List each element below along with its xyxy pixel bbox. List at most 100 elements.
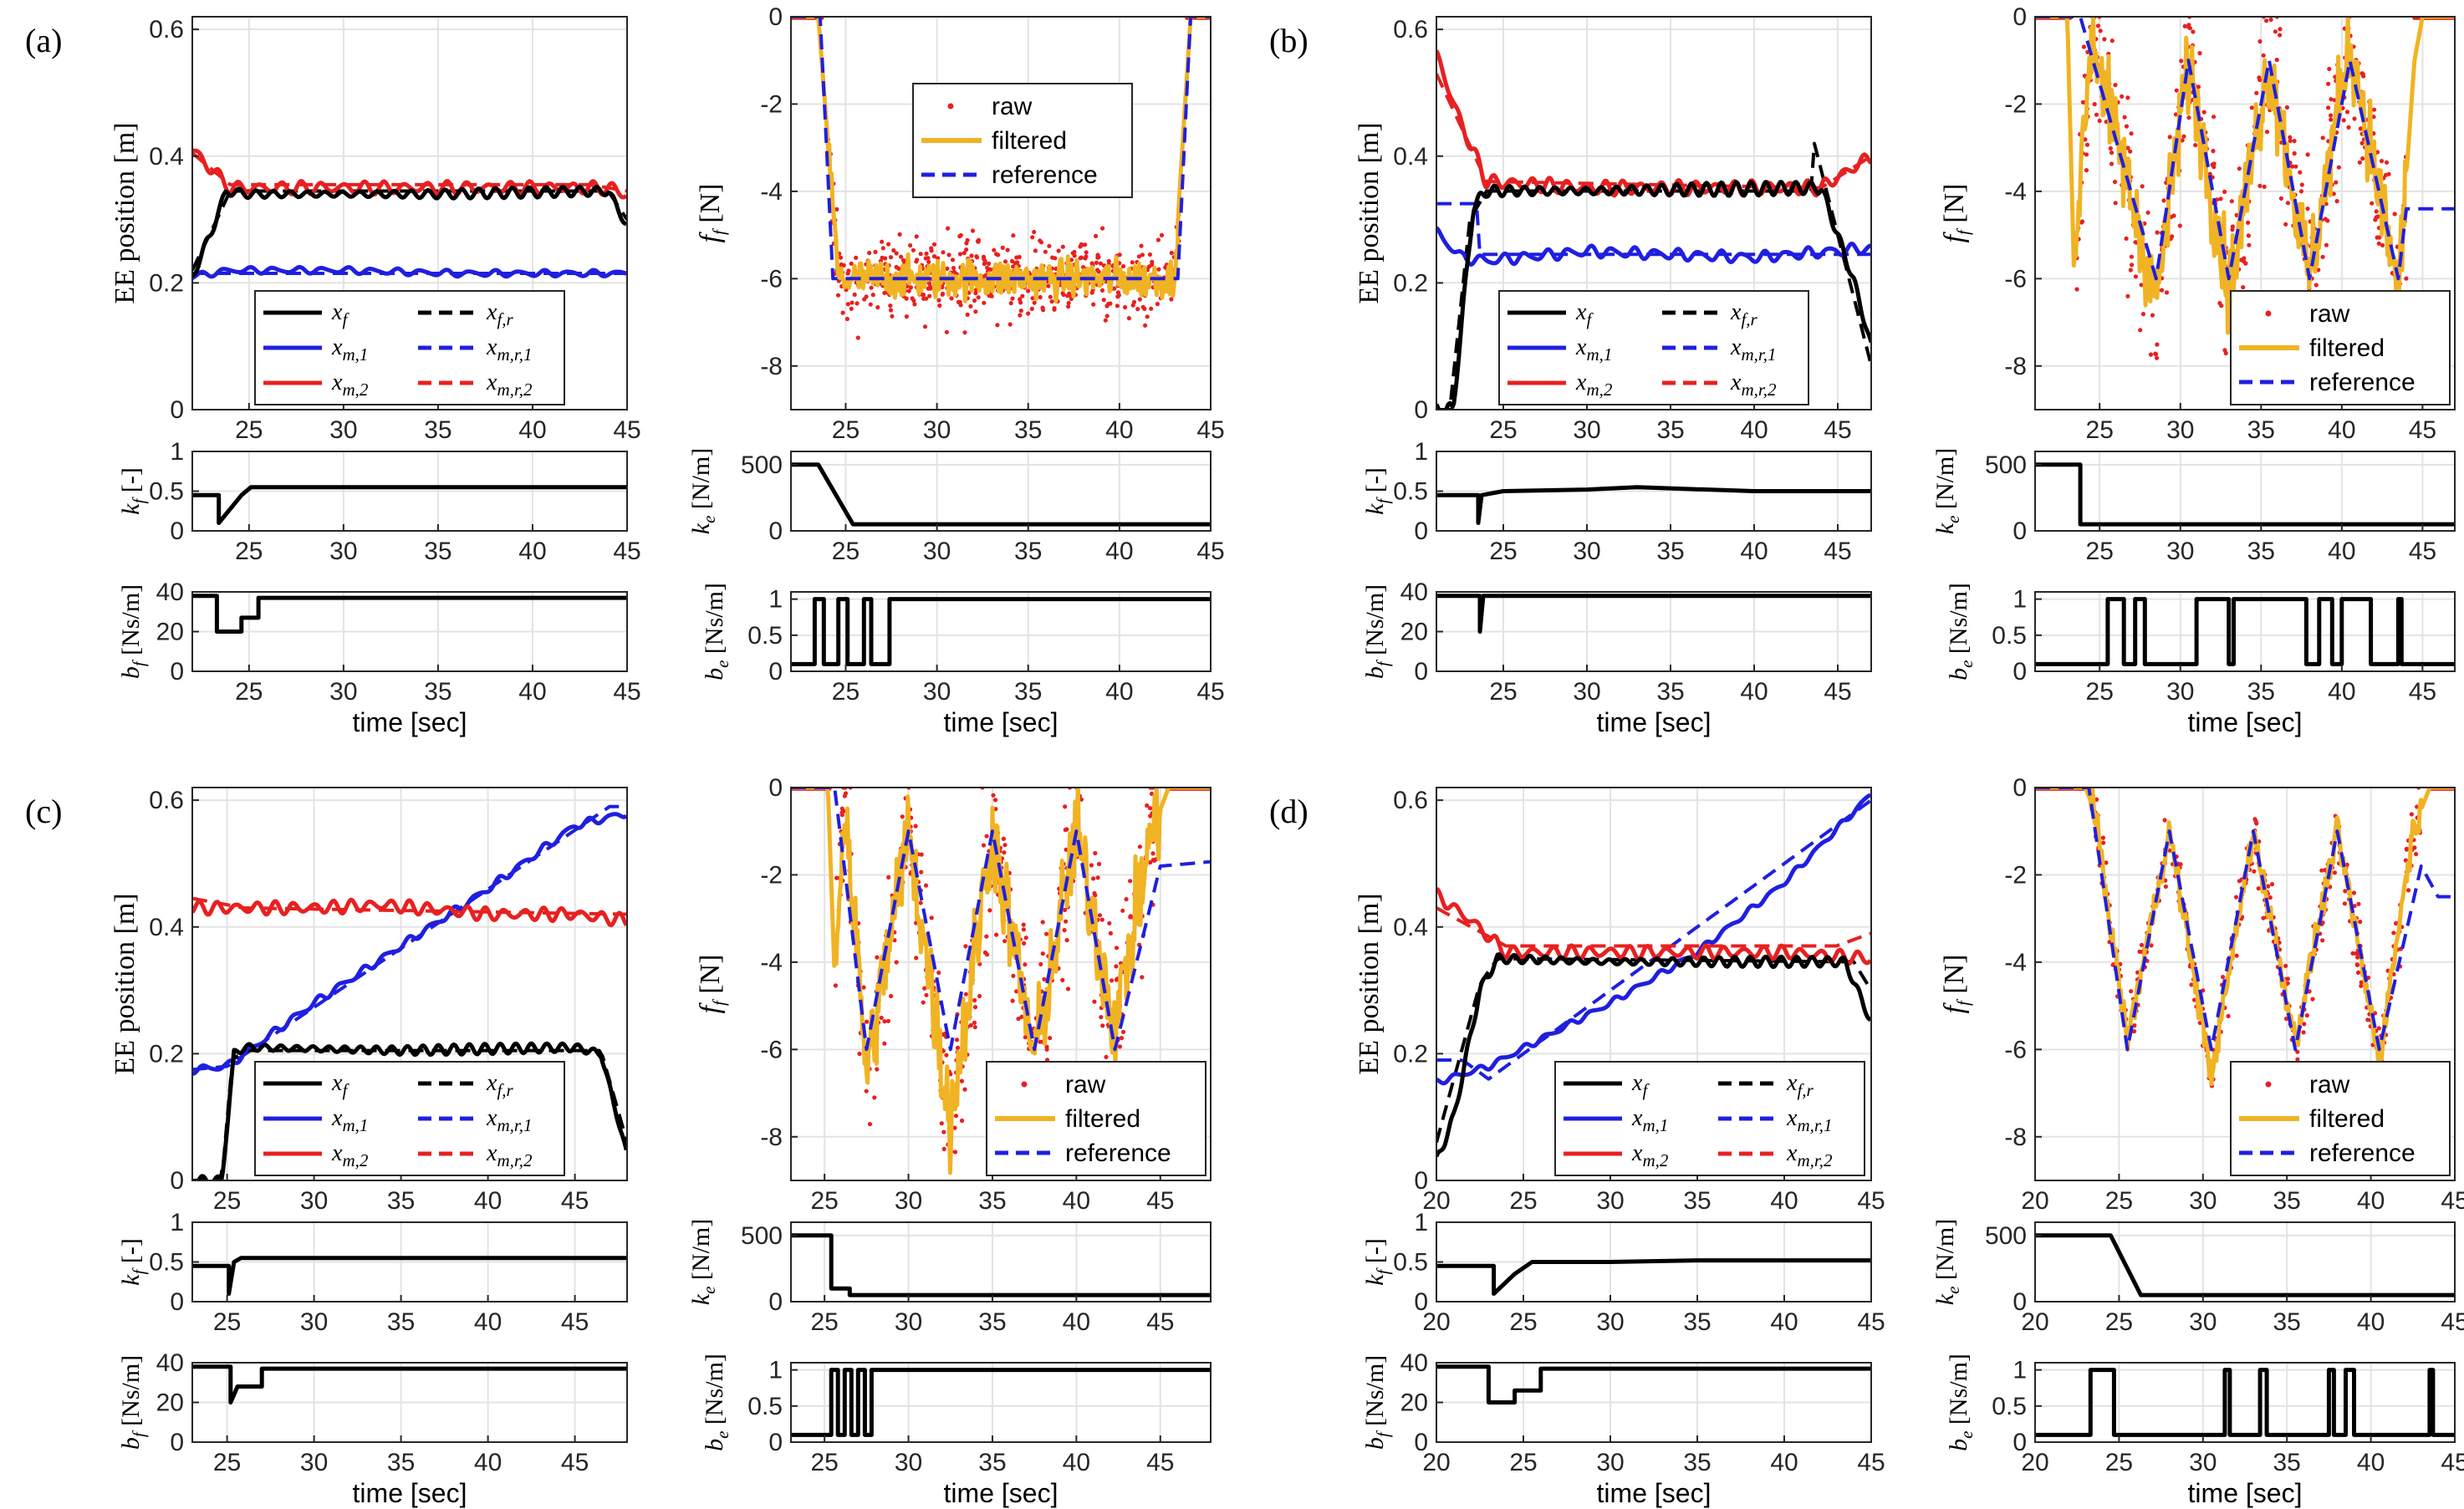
legend-label: xm,2 — [331, 370, 369, 400]
raw-point — [1011, 233, 1016, 238]
raw-point — [2122, 115, 2127, 120]
raw-point — [1002, 850, 1007, 855]
y-tick-label: 0 — [2013, 1429, 2027, 1456]
raw-point — [886, 242, 891, 247]
raw-point — [1139, 243, 1144, 248]
raw-point — [2285, 201, 2290, 206]
raw-point — [2167, 135, 2172, 140]
raw-point — [963, 944, 968, 949]
raw-point — [972, 997, 977, 1003]
raw-point — [949, 296, 954, 301]
raw-point — [2109, 161, 2115, 166]
raw-point — [1002, 259, 1008, 264]
x-tick-label: 25 — [235, 416, 263, 444]
raw-point — [2246, 233, 2251, 238]
x-tick-label: 45 — [561, 1187, 589, 1215]
series-group — [192, 594, 627, 634]
raw-point — [885, 1018, 891, 1023]
raw-point — [1096, 861, 1102, 867]
raw-point — [2161, 198, 2166, 203]
raw-point — [1149, 306, 1154, 311]
raw-point — [2269, 882, 2275, 887]
series-group — [192, 485, 627, 525]
raw-point — [2109, 38, 2115, 43]
legend-label-filtered: filtered — [2309, 1105, 2385, 1133]
y-tick-label: 0 — [170, 1429, 184, 1456]
x-tick-label: 40 — [518, 416, 546, 444]
x-tick-label: 45 — [613, 538, 640, 565]
raw-point — [985, 265, 990, 270]
raw-point — [2246, 220, 2251, 225]
raw-point — [959, 1078, 964, 1083]
raw-point — [992, 798, 998, 803]
raw-point — [1011, 264, 1016, 269]
x-tick-label: 30 — [2189, 1449, 2217, 1476]
raw-point — [2329, 117, 2334, 122]
raw-point — [2302, 1022, 2307, 1027]
x-tick-label: 40 — [518, 538, 546, 565]
series-xf — [1436, 180, 1871, 410]
raw-point — [880, 255, 885, 260]
x-tick-label: 40 — [474, 1187, 502, 1215]
x-tick-label: 45 — [1146, 1308, 1174, 1336]
x-axis-label: time [sec] — [944, 1478, 1059, 1508]
raw-point — [2344, 110, 2350, 115]
axes-frame — [2034, 451, 2456, 532]
raw-point — [2079, 219, 2085, 224]
raw-point — [981, 843, 987, 848]
raw-point — [1136, 254, 1141, 259]
raw-point — [2256, 886, 2261, 891]
y-tick-label: -8 — [760, 1124, 783, 1151]
raw-point — [1060, 244, 1065, 249]
y-tick-label: 0 — [1414, 517, 1428, 545]
raw-point — [2373, 217, 2378, 222]
raw-point — [962, 1087, 967, 1092]
raw-point — [870, 293, 875, 298]
axes-frame — [790, 451, 1212, 532]
y-tick-label: 0.5 — [149, 478, 184, 506]
raw-point — [1047, 243, 1052, 248]
raw-point — [2226, 1013, 2231, 1018]
x-tick-label: 40 — [2357, 1187, 2385, 1215]
raw-point — [958, 232, 963, 238]
raw-point — [2133, 274, 2138, 279]
raw-point — [981, 254, 987, 259]
raw-point — [1049, 299, 1054, 304]
raw-point — [2327, 66, 2332, 72]
raw-point — [991, 793, 996, 798]
raw-point — [1048, 1036, 1053, 1041]
raw-point — [914, 956, 919, 961]
raw-point — [988, 267, 993, 272]
raw-point — [1094, 260, 1099, 265]
legend-label: xm,r,1 — [486, 1105, 532, 1135]
raw-point — [861, 985, 866, 990]
plot-area — [791, 1363, 1211, 1442]
y-tick-label: 1 — [1414, 438, 1428, 466]
raw-point — [872, 1095, 877, 1100]
raw-point — [954, 1037, 960, 1043]
kf-axes: 25 30 35 40 45 0 0.5 1 — [149, 438, 640, 565]
raw-point — [894, 251, 899, 256]
force-axis-label: ff [N] — [1939, 955, 1973, 1014]
raw-point — [929, 915, 934, 920]
x-tick-label: 25 — [1509, 1308, 1537, 1336]
x-tick-label: 45 — [2441, 1308, 2464, 1336]
force-legend: raw filtered reference — [912, 83, 1133, 198]
raw-point — [953, 1114, 959, 1119]
raw-point — [1023, 935, 1028, 941]
raw-point — [2329, 113, 2334, 118]
y-tick-label: 0.5 — [1992, 622, 2027, 650]
raw-point — [994, 932, 999, 937]
raw-point — [2113, 83, 2118, 88]
raw-point — [2120, 94, 2125, 99]
legend-swatch-raw — [947, 103, 954, 110]
y-tick-label: -8 — [2004, 1124, 2027, 1151]
raw-point — [891, 247, 896, 253]
raw-point — [1119, 1036, 1125, 1041]
raw-point — [1002, 939, 1008, 944]
raw-point — [2278, 27, 2283, 32]
raw-point — [911, 247, 916, 252]
y-tick-label: 0 — [768, 774, 783, 802]
x-tick-label: 35 — [2247, 416, 2275, 444]
axes-frame — [2034, 787, 2456, 1181]
